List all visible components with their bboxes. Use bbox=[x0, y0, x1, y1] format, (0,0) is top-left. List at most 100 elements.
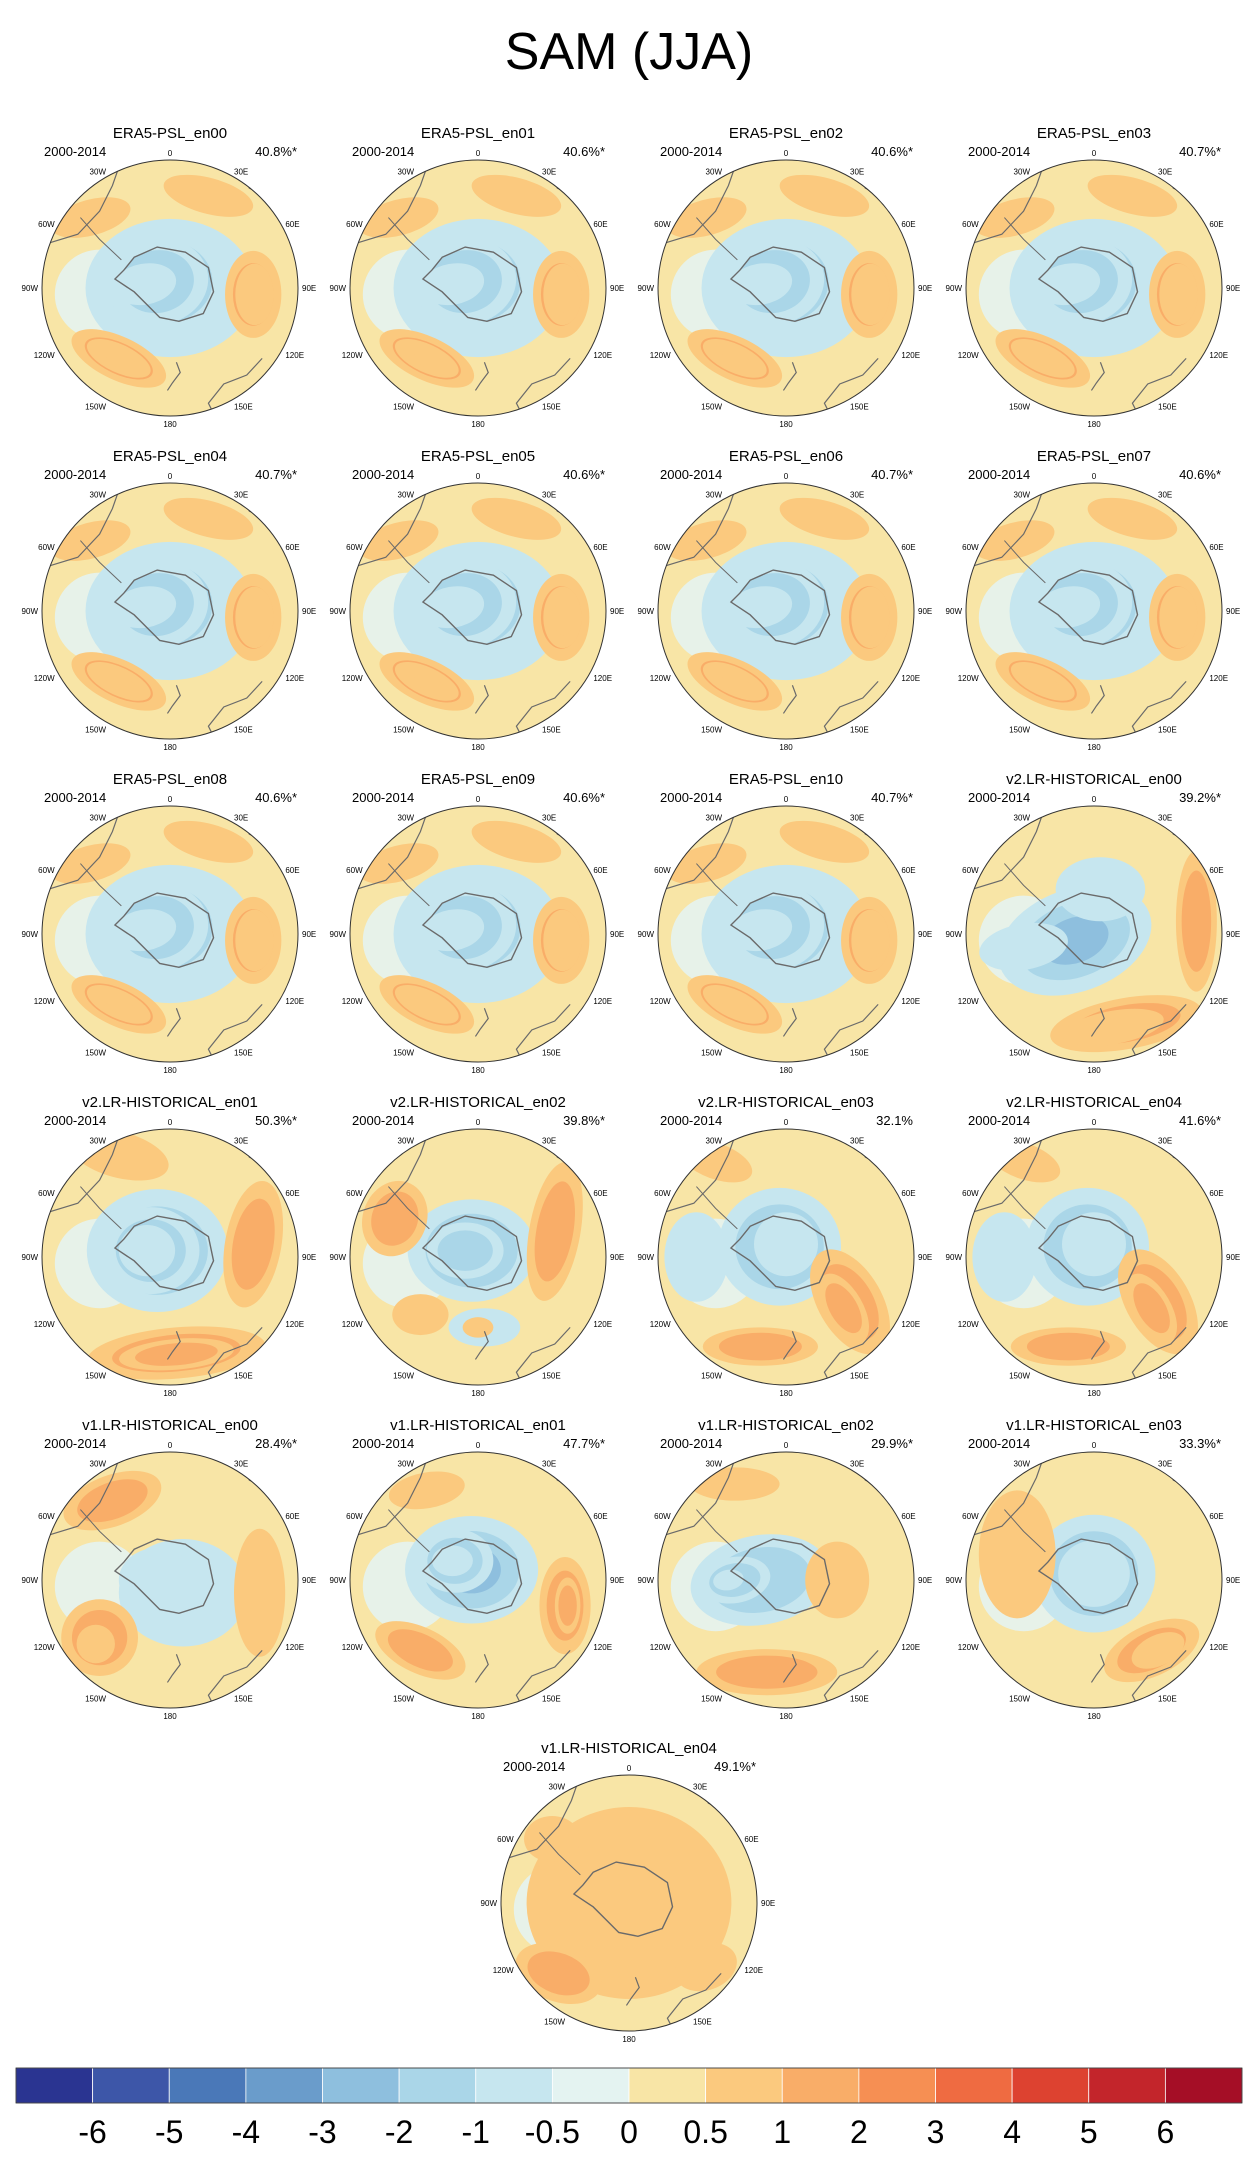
longitude-label: 0 bbox=[168, 795, 173, 804]
panel-title: ERA5-PSL_en01 bbox=[421, 125, 535, 142]
colorbar-tick-label: 1 bbox=[773, 2114, 791, 2150]
longitude-label: 30E bbox=[1158, 1460, 1172, 1469]
new-zealand-coast bbox=[166, 362, 181, 391]
longitude-label: 120W bbox=[650, 351, 671, 360]
colorbar-tick-label: -5 bbox=[155, 2114, 183, 2150]
positive-anomaly-contour bbox=[861, 922, 882, 959]
peninsula-coast bbox=[1004, 1509, 1046, 1553]
positive-anomaly-contour bbox=[1087, 174, 1178, 217]
longitude-label: 30E bbox=[850, 1460, 864, 1469]
australia-coast bbox=[207, 680, 263, 739]
longitude-label: 180 bbox=[779, 1712, 793, 1721]
longitude-label: 30E bbox=[850, 1137, 864, 1146]
longitude-label: 60W bbox=[654, 1189, 671, 1198]
longitude-label: 150W bbox=[393, 1371, 414, 1380]
longitude-label: 150W bbox=[1009, 725, 1030, 734]
positive-anomaly-contour bbox=[825, 1283, 862, 1334]
variance-explained: 50.3%* bbox=[255, 1113, 297, 1128]
longitude-label: 30E bbox=[693, 1783, 707, 1792]
negative-anomaly-contour bbox=[118, 1225, 176, 1277]
antarctica-outline bbox=[729, 1215, 831, 1292]
longitude-label: 0 bbox=[1092, 149, 1097, 158]
south-america-coast bbox=[664, 1129, 738, 1213]
period-label: 2000-2014 bbox=[352, 1113, 414, 1128]
australia-coast bbox=[1131, 680, 1187, 739]
map-panel: v2.LR-HISTORICAL_en01 2000-2014 50.3%* 0 30W… bbox=[22, 1094, 317, 1398]
longitude-label: 60E bbox=[1209, 1512, 1223, 1521]
longitude-label: 150W bbox=[1009, 1694, 1030, 1703]
longitude-label: 90E bbox=[1226, 1253, 1240, 1262]
longitude-label: 30W bbox=[90, 814, 107, 823]
longitude-label: 180 bbox=[622, 2035, 636, 2044]
longitude-label: 90E bbox=[918, 930, 932, 939]
longitude-label: 30W bbox=[1014, 1137, 1031, 1146]
longitude-label: 60W bbox=[654, 866, 671, 875]
longitude-label: 60E bbox=[744, 1835, 758, 1844]
colorbar-swatch bbox=[1088, 2067, 1166, 2104]
longitude-label: 150E bbox=[542, 1371, 561, 1380]
south-america-coast bbox=[48, 1452, 122, 1536]
longitude-label: 150W bbox=[701, 1048, 722, 1057]
period-label: 2000-2014 bbox=[44, 1436, 106, 1451]
longitude-label: 30E bbox=[234, 491, 248, 500]
australia-coast bbox=[1131, 357, 1187, 416]
longitude-label: 90E bbox=[918, 607, 932, 616]
longitude-label: 150E bbox=[542, 1694, 561, 1703]
map-panel: ERA5-PSL_en07 2000-2014 40.6%* 0 30W 30E 60W 60… bbox=[946, 448, 1241, 752]
peninsula-coast bbox=[388, 1509, 430, 1553]
longitude-label: 120W bbox=[34, 351, 55, 360]
longitude-label: 120W bbox=[342, 351, 363, 360]
longitude-label: 60E bbox=[285, 543, 299, 552]
longitude-label: 90E bbox=[918, 284, 932, 293]
map-border bbox=[41, 1451, 299, 1709]
colorbar-tick-label: -3 bbox=[308, 2114, 336, 2150]
polar-map: 0 30W 30E 60W 60E 90W 90E 120W 120E 150W 150E 180 bbox=[330, 1441, 625, 1721]
positive-anomaly-contour bbox=[245, 276, 266, 313]
colorbar-frame bbox=[15, 2067, 1243, 2104]
longitude-label: 0 bbox=[1092, 795, 1097, 804]
map-border bbox=[41, 482, 299, 740]
panel-title: ERA5-PSL_en07 bbox=[1037, 448, 1151, 465]
longitude-label: 180 bbox=[471, 1389, 485, 1398]
positive-anomaly-contour bbox=[1029, 674, 1061, 694]
period-label: 2000-2014 bbox=[44, 467, 106, 482]
panel-title: ERA5-PSL_en04 bbox=[113, 448, 227, 465]
south-america-coast bbox=[972, 1452, 1046, 1536]
south-america-coast bbox=[972, 483, 1046, 567]
panel-title: ERA5-PSL_en03 bbox=[1037, 125, 1151, 142]
negative-anomaly-contour bbox=[979, 922, 1068, 971]
longitude-label: 60W bbox=[38, 1512, 55, 1521]
positive-anomaly-contour bbox=[1133, 1283, 1170, 1334]
positive-anomaly-contour bbox=[553, 599, 574, 636]
longitude-label: 150E bbox=[542, 1048, 561, 1057]
peninsula-coast bbox=[696, 1509, 738, 1553]
longitude-label: 180 bbox=[1087, 420, 1101, 429]
period-label: 2000-2014 bbox=[352, 790, 414, 805]
longitude-label: 120E bbox=[285, 351, 304, 360]
longitude-label: 30E bbox=[1158, 168, 1172, 177]
australia-coast bbox=[1131, 1326, 1187, 1385]
map-border bbox=[657, 1451, 915, 1709]
positive-anomaly-contour bbox=[978, 1490, 1056, 1619]
map-panel: ERA5-PSL_en06 2000-2014 40.7%* 0 30W 30E 60W 60… bbox=[638, 448, 933, 752]
longitude-label: 90W bbox=[946, 284, 963, 293]
longitude-label: 30E bbox=[850, 168, 864, 177]
negative-anomaly-contour bbox=[1058, 1540, 1130, 1607]
polar-map: 0 30W 30E 60W 60E 90W 90E 120W 120E 150W 150E 180 bbox=[330, 1118, 625, 1398]
new-zealand-coast bbox=[625, 1977, 640, 2006]
positive-anomaly-contour bbox=[387, 1629, 453, 1672]
positive-anomaly-contour bbox=[471, 820, 562, 863]
map-border bbox=[349, 1451, 607, 1709]
longitude-label: 60W bbox=[38, 543, 55, 552]
longitude-label: 120E bbox=[593, 351, 612, 360]
south-america-coast bbox=[972, 160, 1046, 244]
australia-coast bbox=[823, 357, 879, 416]
longitude-label: 150W bbox=[85, 1048, 106, 1057]
positive-anomaly-contour bbox=[388, 1471, 465, 1510]
longitude-label: 150W bbox=[544, 2017, 565, 2026]
peninsula-coast bbox=[388, 863, 430, 907]
new-zealand-coast bbox=[474, 1654, 489, 1683]
negative-anomaly-contour bbox=[118, 1548, 196, 1612]
peninsula-coast bbox=[539, 1832, 581, 1876]
longitude-label: 60E bbox=[285, 1189, 299, 1198]
